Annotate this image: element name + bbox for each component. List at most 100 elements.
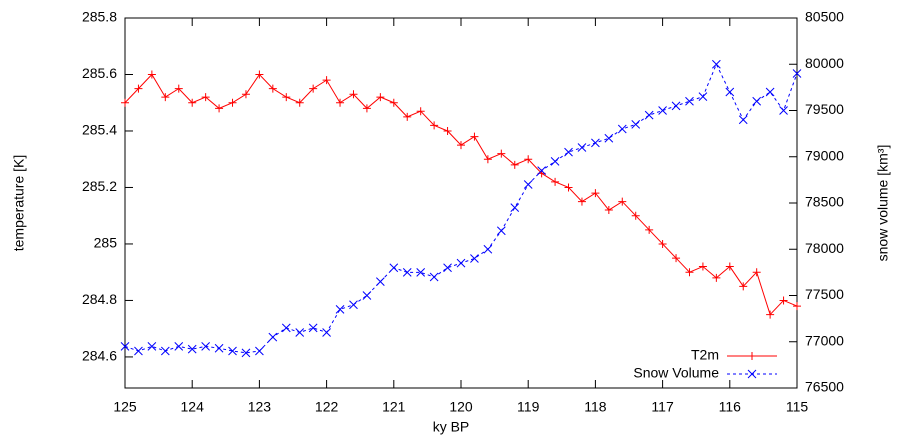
x-axis-label: ky BP (433, 419, 470, 435)
point-marker (537, 166, 546, 175)
point-marker (215, 104, 224, 113)
point-marker (362, 291, 372, 300)
point-marker (604, 206, 613, 215)
legend-marker (748, 352, 756, 360)
point-marker (672, 254, 681, 263)
y-axis-label: temperature [K] (11, 155, 27, 252)
point-marker (228, 346, 237, 356)
point-marker (147, 342, 157, 351)
point-marker (147, 70, 156, 79)
point-marker (698, 92, 708, 101)
point-marker (685, 268, 694, 277)
x-tick-label: 120 (449, 399, 473, 415)
point-marker (121, 98, 129, 107)
point-marker (456, 258, 466, 268)
point-marker (645, 225, 654, 234)
point-marker (430, 121, 439, 130)
point-marker (658, 239, 667, 248)
point-marker (698, 262, 707, 271)
point-marker (577, 197, 586, 206)
point-marker (577, 143, 587, 152)
x-tick-label: 119 (517, 399, 540, 415)
point-marker (389, 98, 398, 107)
y2-tick-label: 78500 (805, 194, 844, 210)
point-marker (523, 180, 533, 189)
point-marker (282, 93, 291, 102)
y2-tick-label: 78000 (805, 240, 844, 256)
point-marker (134, 84, 143, 93)
point-marker (496, 226, 506, 236)
point-marker (551, 177, 560, 186)
point-marker (228, 98, 237, 107)
point-marker (174, 84, 183, 93)
point-marker (591, 138, 600, 148)
point-marker (457, 141, 465, 150)
point-marker (255, 346, 264, 356)
point-marker (738, 115, 748, 125)
point-marker (712, 59, 721, 69)
y-tick-label: 285.2 (82, 178, 117, 194)
point-marker (389, 263, 399, 273)
point-marker (618, 197, 627, 206)
y2-tick-label: 79500 (805, 101, 844, 117)
legend-marker (747, 369, 757, 379)
point-marker (336, 98, 345, 107)
x-tick-label: 117 (651, 399, 674, 415)
point-marker (604, 133, 614, 143)
y2-tick-label: 79000 (805, 147, 844, 163)
point-marker (376, 93, 385, 102)
y2-axis-label: snow volume [km³] (875, 145, 891, 262)
point-marker (255, 70, 264, 79)
point-marker (658, 106, 667, 115)
plot-frame (124, 17, 798, 389)
point-marker (470, 132, 479, 141)
point-marker (765, 87, 775, 97)
point-marker (187, 344, 197, 354)
point-marker (160, 346, 170, 356)
y2-tick-label: 80500 (805, 9, 844, 25)
point-marker (268, 84, 277, 93)
y-tick-label: 285.8 (82, 9, 117, 25)
point-marker (349, 300, 358, 310)
point-marker (510, 203, 520, 212)
x-tick-label: 118 (584, 399, 607, 415)
point-marker (631, 211, 640, 220)
x-tick-label: 124 (181, 399, 205, 415)
x-tick-label: 123 (248, 399, 272, 415)
point-marker (241, 348, 251, 358)
point-marker (134, 346, 143, 356)
point-marker (766, 310, 775, 319)
point-marker (376, 277, 385, 286)
point-marker (685, 96, 694, 106)
point-marker (362, 104, 371, 113)
y-tick-label: 285.4 (82, 122, 117, 138)
y-tick-label: 285.6 (82, 65, 117, 81)
point-marker (349, 90, 358, 99)
point-marker (631, 120, 641, 129)
point-marker (268, 332, 278, 342)
x-tick-label: 115 (786, 399, 809, 415)
y-tick-label: 284.8 (82, 291, 117, 307)
point-marker (416, 107, 425, 116)
x-tick-label: 125 (113, 399, 137, 415)
point-marker (564, 147, 573, 157)
point-marker (510, 160, 519, 169)
point-marker (416, 268, 426, 277)
legend-label: T2m (691, 347, 719, 363)
point-marker (161, 93, 170, 102)
y2-tick-label: 76500 (805, 379, 844, 395)
point-marker (483, 244, 493, 254)
point-marker (644, 110, 654, 120)
point-marker (725, 87, 735, 97)
point-marker (201, 93, 210, 102)
point-marker (402, 268, 412, 277)
point-marker (403, 112, 412, 121)
point-marker (295, 328, 305, 337)
point-marker (201, 342, 210, 351)
point-marker (739, 282, 748, 291)
point-marker (322, 76, 331, 85)
legend-label: Snow Volume (633, 365, 719, 381)
point-marker (241, 90, 250, 99)
point-marker (443, 263, 452, 273)
